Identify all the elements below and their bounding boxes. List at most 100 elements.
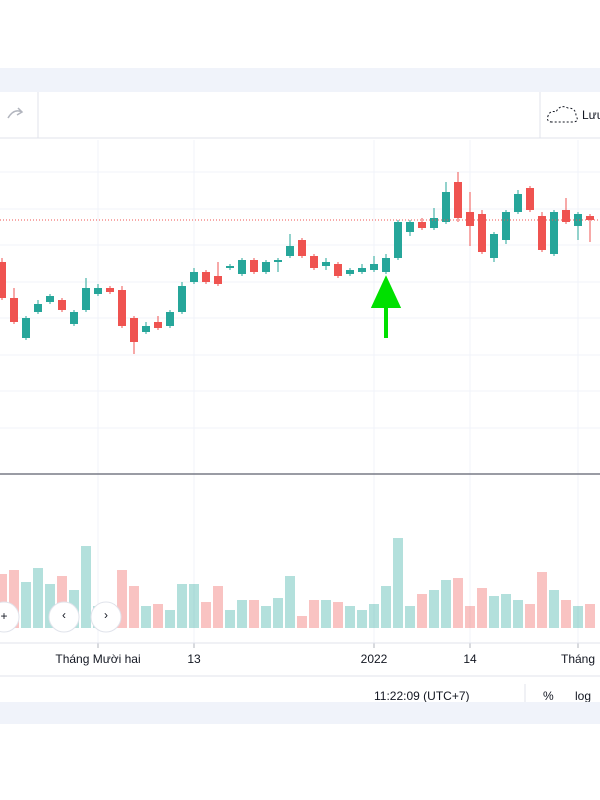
candle-body bbox=[550, 212, 558, 254]
volume-bar bbox=[129, 586, 139, 628]
volume-bar bbox=[429, 590, 439, 628]
x-tick-label: Tháng Mười hai bbox=[55, 652, 140, 666]
candle-body bbox=[406, 222, 414, 232]
volume-bar bbox=[141, 606, 151, 628]
candle-body bbox=[358, 268, 366, 272]
nav-buttons: + ‹ › bbox=[0, 601, 122, 633]
volume-bar bbox=[549, 590, 559, 628]
volume-bar bbox=[405, 606, 415, 628]
volume-bar bbox=[201, 602, 211, 628]
x-tick-label: Tháng bbox=[561, 652, 595, 666]
volume-bar bbox=[165, 610, 175, 628]
volume-bar bbox=[357, 610, 367, 628]
volume-bar bbox=[177, 584, 187, 628]
volume-bar bbox=[9, 570, 19, 628]
zoom-in-button[interactable] bbox=[0, 601, 20, 633]
forward-label: › bbox=[104, 608, 108, 622]
save-button[interactable]: Lưu bbox=[582, 108, 600, 122]
candle-body bbox=[334, 264, 342, 276]
log-button[interactable]: log bbox=[575, 689, 591, 703]
candle-body bbox=[262, 262, 270, 272]
volume-bar bbox=[153, 604, 163, 628]
volume-bar bbox=[225, 610, 235, 628]
volume-bar bbox=[345, 606, 355, 628]
clock: 11:22:09 (UTC+7) bbox=[374, 689, 470, 703]
candle-body bbox=[0, 262, 6, 298]
candle-body bbox=[202, 272, 210, 282]
volume-bar bbox=[297, 616, 307, 628]
volume-bar bbox=[249, 600, 259, 628]
volume-bar bbox=[501, 594, 511, 628]
volume-bar bbox=[477, 588, 487, 628]
volume-bar bbox=[393, 538, 403, 628]
volume-bar bbox=[513, 600, 523, 628]
back-button[interactable] bbox=[48, 601, 80, 633]
candle-body bbox=[394, 222, 402, 258]
candle-body bbox=[298, 240, 306, 256]
volume-bar bbox=[417, 594, 427, 628]
volume-bar bbox=[369, 604, 379, 628]
candle-body bbox=[106, 288, 114, 292]
percent-button[interactable]: % bbox=[543, 689, 554, 703]
zoom-in-label: + bbox=[0, 609, 7, 623]
candle-body bbox=[562, 210, 570, 222]
back-label: ‹ bbox=[62, 608, 66, 622]
volume-bar bbox=[381, 586, 391, 628]
candle-body bbox=[442, 192, 450, 222]
top-band bbox=[0, 68, 600, 92]
volume-bar bbox=[321, 600, 331, 628]
redo-button[interactable] bbox=[7, 107, 24, 119]
forward-button[interactable] bbox=[90, 601, 122, 633]
volume-bar bbox=[117, 570, 127, 628]
candle-body bbox=[226, 266, 234, 268]
volume-bar bbox=[537, 572, 547, 628]
volume-bar bbox=[573, 606, 583, 628]
candle-body bbox=[10, 298, 18, 322]
volume-bar bbox=[0, 574, 7, 628]
volume-bar bbox=[45, 584, 55, 628]
candle-body bbox=[322, 262, 330, 266]
volume-bar bbox=[81, 546, 91, 628]
candle-body bbox=[310, 256, 318, 268]
candle-body bbox=[466, 212, 474, 226]
candle-body bbox=[238, 260, 246, 274]
volume-bar bbox=[465, 606, 475, 628]
volume-bar bbox=[585, 604, 595, 628]
candle-body bbox=[430, 218, 438, 228]
toolbar bbox=[0, 92, 600, 138]
volume-bar bbox=[525, 604, 535, 628]
candle-body bbox=[370, 264, 378, 270]
volume-bar bbox=[189, 584, 199, 628]
candle-body bbox=[454, 182, 462, 218]
candle-body bbox=[34, 304, 42, 312]
candle-body bbox=[346, 270, 354, 274]
candle-body bbox=[250, 260, 258, 272]
annotation-arrow bbox=[370, 275, 402, 338]
candle-body bbox=[142, 326, 150, 332]
candle-body bbox=[274, 260, 282, 262]
volume-bar bbox=[285, 576, 295, 628]
candle-body bbox=[130, 318, 138, 342]
cloud-icon[interactable] bbox=[547, 106, 578, 123]
x-tick-label: 14 bbox=[463, 652, 477, 666]
candle-body bbox=[214, 276, 222, 284]
volume-bar bbox=[213, 586, 223, 628]
candle-body bbox=[574, 214, 582, 226]
volume-bar bbox=[333, 602, 343, 628]
candle-body bbox=[166, 312, 174, 326]
candle-body bbox=[538, 216, 546, 250]
volume-bar bbox=[21, 582, 31, 628]
candle-body bbox=[46, 296, 54, 302]
candle-body bbox=[82, 288, 90, 310]
candle-body bbox=[382, 258, 390, 272]
candle-body bbox=[190, 272, 198, 282]
candle-body bbox=[70, 312, 78, 324]
volume-bar bbox=[237, 600, 247, 628]
candle-body bbox=[526, 188, 534, 210]
candle-body bbox=[490, 234, 498, 258]
volume-bar bbox=[273, 598, 283, 628]
x-tick-label: 13 bbox=[187, 652, 201, 666]
volume-bar bbox=[561, 600, 571, 628]
candle-body bbox=[94, 288, 102, 294]
